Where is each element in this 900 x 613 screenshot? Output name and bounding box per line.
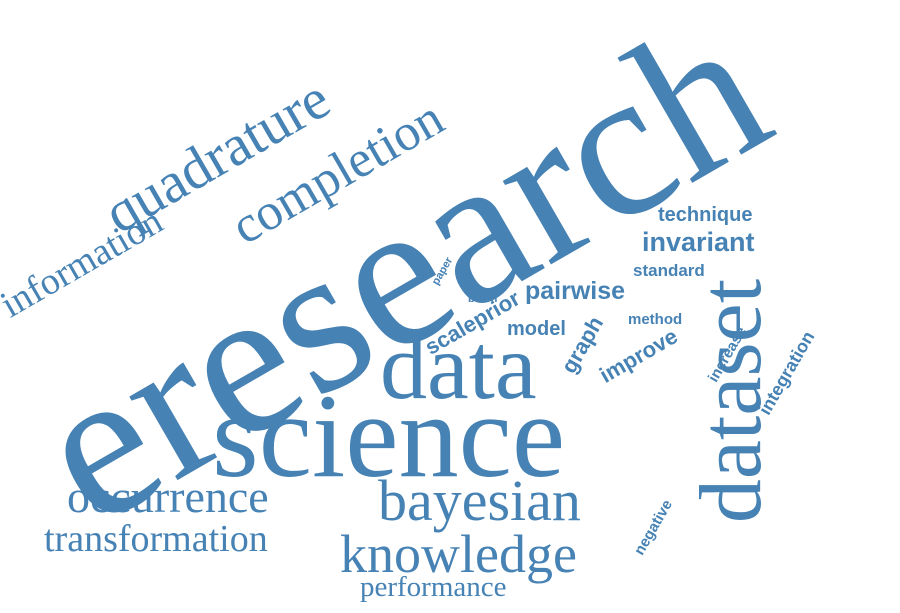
word-size: size [386,325,405,336]
word-technique: technique [658,204,753,226]
word-negative: negative [630,496,677,559]
word-data: data [380,315,537,419]
word-improve: improve [595,323,682,388]
word-occurrence: occurrence [67,471,269,522]
word-pairwise: pairwise [525,277,626,305]
word-method: method [628,311,683,328]
word-invariant: invariant [642,227,755,257]
word-transformation: transformation [44,518,268,560]
word-bayesian: bayesian [378,468,581,533]
word-standard: standard [633,261,705,280]
word-model: model [507,318,566,340]
word-knowledge: knowledge [340,524,577,584]
word-science: science [212,369,566,502]
word-performance: performance [360,571,507,603]
word-batch: batch [468,293,498,305]
